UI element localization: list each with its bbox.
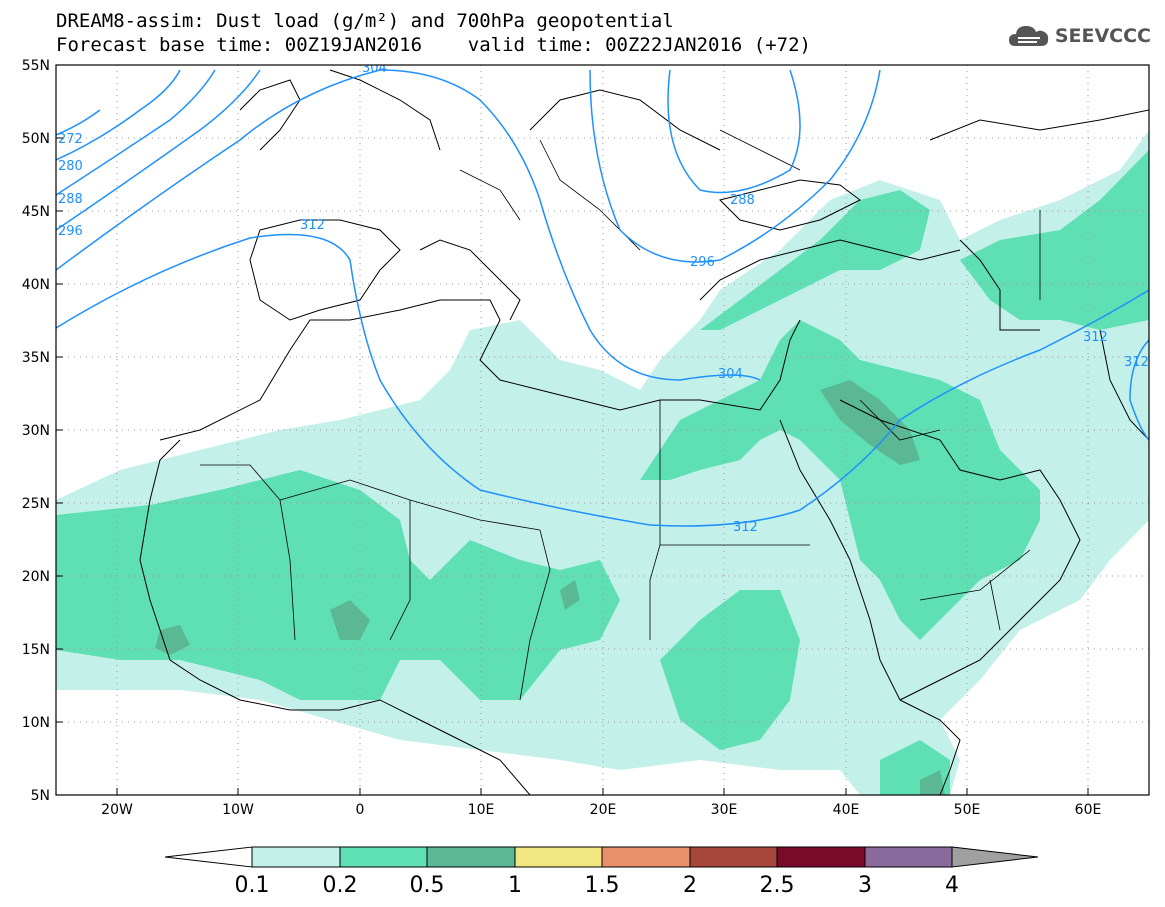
lon-label: 10W bbox=[222, 802, 254, 818]
contour-label: 280 bbox=[58, 159, 83, 174]
lat-label: 5N bbox=[31, 788, 50, 804]
contour-label: 296 bbox=[690, 255, 715, 270]
lat-label: 55N bbox=[22, 58, 50, 74]
lon-label: 50E bbox=[954, 802, 981, 818]
lon-label: 10E bbox=[468, 802, 495, 818]
lon-label: 40E bbox=[833, 802, 860, 818]
contour-labels: 304 272 280 288 296 312 288 296 304 312 … bbox=[58, 61, 1149, 535]
colorbar-over-arrow bbox=[951, 846, 1039, 868]
colorbar-label: 1 bbox=[508, 873, 522, 898]
colorbar-label: 0.1 bbox=[235, 873, 270, 898]
latitude-labels: 55N 50N 45N 40N 35N 30N 25N 20N 15N 10N … bbox=[22, 58, 50, 804]
logo-text: SEEVCCC bbox=[1054, 25, 1151, 47]
colorbar-label: 1.5 bbox=[585, 873, 620, 898]
contour-label: 288 bbox=[58, 192, 83, 207]
colorbar: 0.1 0.2 0.5 1 1.5 2 2.5 3 4 bbox=[164, 846, 1039, 898]
lat-label: 10N bbox=[22, 715, 50, 731]
contour-label: 312 bbox=[733, 520, 758, 535]
colorbar-swatch bbox=[339, 846, 428, 868]
contour-label: 312 bbox=[1083, 330, 1108, 345]
colorbar-swatch bbox=[864, 846, 953, 868]
colorbar-swatch bbox=[426, 846, 516, 868]
geopotential-contours bbox=[56, 69, 1149, 527]
contour-label: 272 bbox=[58, 132, 83, 147]
lat-label: 30N bbox=[22, 423, 50, 439]
colorbar-swatch bbox=[514, 846, 603, 868]
lat-label: 45N bbox=[22, 204, 50, 220]
contour-label: 288 bbox=[730, 193, 755, 208]
colorbar-label: 2.5 bbox=[760, 873, 795, 898]
colorbar-label: 3 bbox=[858, 873, 872, 898]
lat-label: 40N bbox=[22, 277, 50, 293]
colorbar-label: 2 bbox=[683, 873, 697, 898]
colorbar-swatch bbox=[776, 846, 866, 868]
colorbar-swatch bbox=[689, 846, 778, 868]
lat-label: 15N bbox=[22, 642, 50, 658]
contour-label: 304 bbox=[362, 61, 387, 76]
lat-label: 35N bbox=[22, 350, 50, 366]
longitude-labels: 20W 10W 0 10E 20E 30E 40E 50E 60E bbox=[101, 802, 1101, 818]
cloud-icon bbox=[1008, 26, 1048, 46]
colorbar-swatch bbox=[251, 846, 341, 868]
colorbar-label: 0.5 bbox=[410, 873, 445, 898]
seevccc-logo: SEEVCCC bbox=[1007, 22, 1151, 50]
lon-label: 30E bbox=[711, 802, 738, 818]
lat-label: 50N bbox=[22, 131, 50, 147]
colorbar-under-arrow bbox=[164, 846, 253, 868]
colorbar-label: 0.2 bbox=[323, 873, 358, 898]
coastlines bbox=[139, 69, 1149, 795]
dust-fill-dark bbox=[155, 380, 945, 795]
contour-label: 304 bbox=[718, 367, 743, 382]
map-title: DREAM8-assim: Dust load (g/m²) and 700hP… bbox=[56, 10, 674, 32]
lon-label: 60E bbox=[1075, 802, 1102, 818]
lon-label: 20E bbox=[590, 802, 617, 818]
lon-label: 0 bbox=[356, 802, 365, 818]
lat-label: 25N bbox=[22, 496, 50, 512]
lon-label: 20W bbox=[101, 802, 133, 818]
colorbar-swatch bbox=[601, 846, 691, 868]
gridlines bbox=[56, 65, 1149, 795]
axis-ticks bbox=[56, 137, 1089, 795]
contour-label: 312 bbox=[300, 218, 325, 233]
lat-label: 20N bbox=[22, 569, 50, 585]
contour-label: 312 bbox=[1124, 355, 1149, 370]
forecast-time-label: Forecast base time: 00Z19JAN2016 valid t… bbox=[56, 34, 811, 56]
colorbar-label: 4 bbox=[945, 873, 959, 898]
contour-label: 296 bbox=[58, 224, 83, 239]
